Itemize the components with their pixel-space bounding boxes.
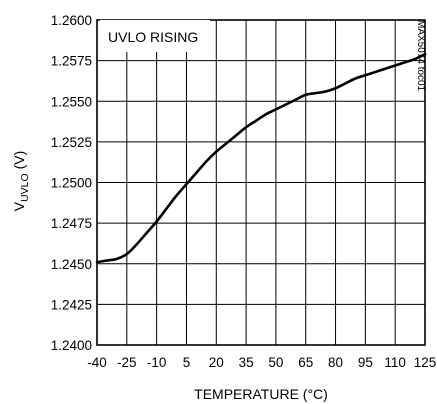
y-tick-label: 1.2525 [51,135,92,150]
series-line [95,52,427,264]
y-tick-label: 1.2425 [51,297,92,312]
x-tick-label: -40 [87,355,107,370]
x-tick-label: -25 [117,355,137,370]
x-tick-label: 110 [384,355,406,370]
x-tick-label: 80 [328,355,343,370]
y-axis-label-subscript: UVLO [19,173,31,202]
figure-code: MAX5074 toc01 [415,20,426,92]
y-tick-label: 1.2475 [51,216,92,231]
y-tick-label: 1.2575 [51,54,92,69]
y-axis-label-units: (V) [11,151,27,174]
x-tick-label: -10 [147,355,167,370]
y-axis-label-main: V [11,201,27,211]
x-tick-label: 20 [209,355,224,370]
y-tick-labels: 1.2400 1.2425 1.2450 1.2475 1.2500 1.2525 1.25… [51,13,92,353]
annotation-box [100,20,210,52]
y-tick-label: 1.2550 [51,94,92,109]
y-axis-label: VUVLO (V) [11,151,31,212]
x-tick-label: 95 [358,355,373,370]
grid [96,19,426,346]
y-tick-label: 1.2500 [51,176,92,191]
x-tick-labels: -40 -25 -10 5 20 35 50 65 80 95 110 125 [87,355,436,370]
x-tick-label: 125 [414,355,437,370]
y-tick-label: 1.2450 [51,257,92,272]
x-tick-label: 65 [298,355,313,370]
x-axis-label: TEMPERATURE (°C) [194,386,328,402]
data-series [95,52,427,264]
y-tick-label: 1.2600 [51,13,92,28]
annotation: UVLO RISING [108,29,198,45]
x-tick-label: 5 [183,355,191,370]
x-tick-label: 50 [268,355,283,370]
y-tick-label: 1.2400 [51,338,92,353]
plot-frame [96,19,426,346]
x-tick-label: 35 [239,355,254,370]
